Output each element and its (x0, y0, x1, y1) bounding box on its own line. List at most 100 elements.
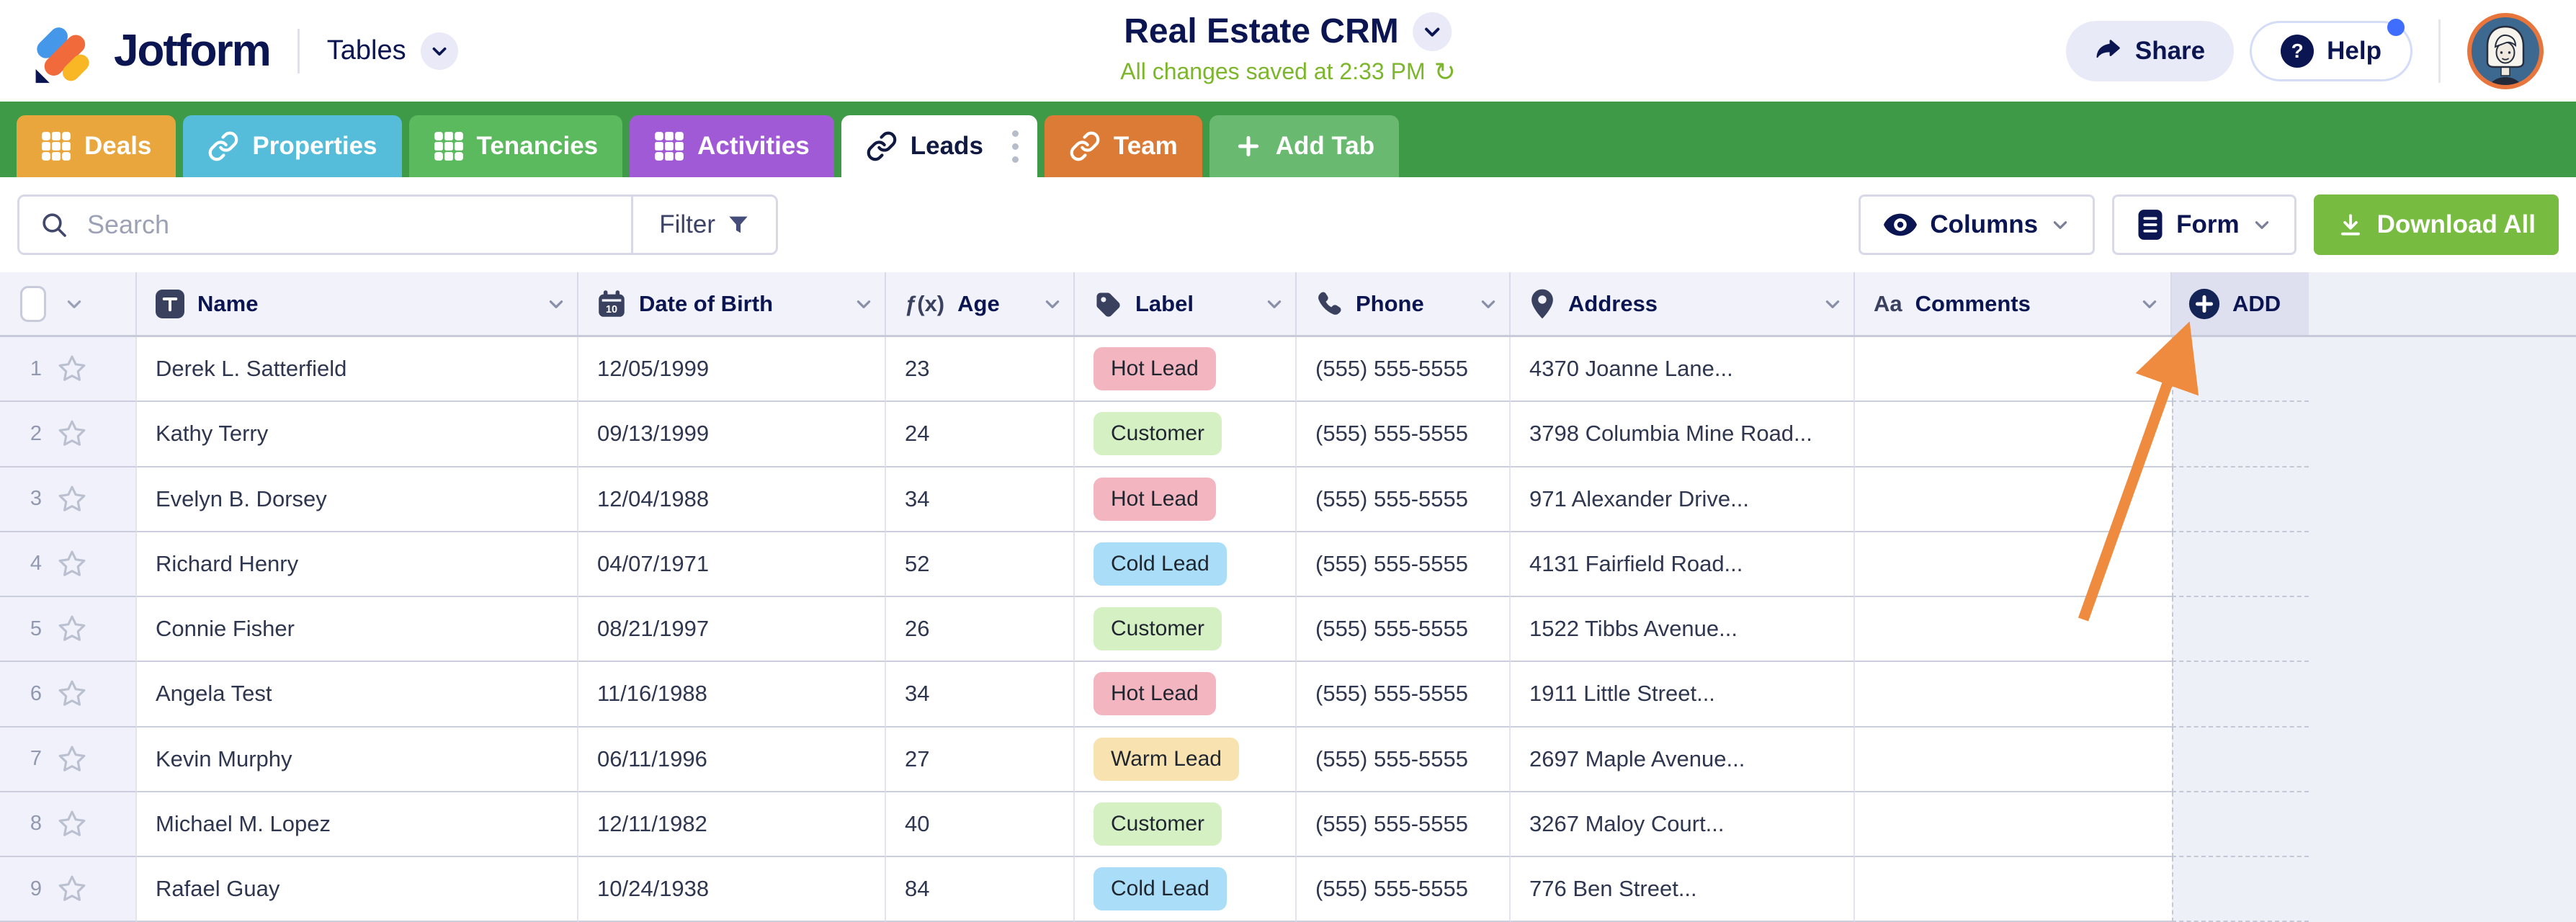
cell-phone[interactable]: (555) 555-5555 (1297, 402, 1511, 467)
cell-comments[interactable] (1855, 597, 2172, 663)
cell-phone[interactable]: (555) 555-5555 (1297, 597, 1511, 663)
chevron-down-icon[interactable] (65, 295, 84, 313)
cell-address[interactable]: 1911 Little Street... (1511, 662, 1855, 728)
cell-age[interactable]: 27 (886, 727, 1075, 792)
cell-add-column[interactable] (2172, 467, 2309, 532)
cell-dob[interactable]: 06/11/1996 (578, 727, 886, 792)
star-icon[interactable] (56, 678, 88, 710)
cell-comments[interactable] (1855, 337, 2172, 403)
cell-comments[interactable] (1855, 662, 2172, 728)
revision-history-icon[interactable]: ↻ (1434, 56, 1456, 86)
product-switcher[interactable]: Tables (327, 32, 458, 70)
tab-leads[interactable]: Leads (841, 115, 1037, 177)
cell-label[interactable]: Customer (1075, 792, 1297, 857)
star-icon[interactable] (56, 483, 88, 515)
cell-age[interactable]: 26 (886, 597, 1075, 663)
cell-address[interactable]: 2697 Maple Avenue... (1511, 727, 1855, 792)
title-chevron-down-icon[interactable] (1413, 12, 1452, 51)
cell-name[interactable]: Michael M. Lopez (137, 792, 578, 857)
cell-name[interactable]: Richard Henry (137, 532, 578, 597)
column-menu-chevron-icon[interactable] (2140, 295, 2159, 313)
cell-label[interactable]: Cold Lead (1075, 532, 1297, 597)
cell-dob[interactable]: 11/16/1988 (578, 662, 886, 728)
cell-dob[interactable]: 12/04/1988 (578, 467, 886, 532)
star-icon[interactable] (56, 613, 88, 645)
cell-add-column[interactable] (2172, 532, 2309, 597)
cell-name[interactable]: Derek L. Satterfield (137, 337, 578, 403)
star-icon[interactable] (56, 353, 88, 385)
cell-dob[interactable]: 09/13/1999 (578, 402, 886, 467)
cell-address[interactable]: 3798 Columbia Mine Road... (1511, 402, 1855, 467)
cell-age[interactable]: 23 (886, 337, 1075, 403)
cell-address[interactable]: 1522 Tibbs Avenue... (1511, 597, 1855, 663)
star-icon[interactable] (56, 548, 88, 580)
star-icon[interactable] (56, 418, 88, 449)
tab-add-tab[interactable]: Add Tab (1209, 115, 1400, 177)
cell-phone[interactable]: (555) 555-5555 (1297, 337, 1511, 403)
cell-add-column[interactable] (2172, 662, 2309, 728)
jotform-logo[interactable]: Jotform (29, 17, 272, 86)
cell-add-column[interactable] (2172, 727, 2309, 792)
cell-label[interactable]: Warm Lead (1075, 727, 1297, 792)
tab-deals[interactable]: Deals (17, 115, 176, 177)
share-button[interactable]: Share (2065, 20, 2235, 81)
cell-phone[interactable]: (555) 555-5555 (1297, 467, 1511, 532)
cell-add-column[interactable] (2172, 402, 2309, 467)
cell-dob[interactable]: 10/24/1938 (578, 857, 886, 922)
star-icon[interactable] (56, 743, 88, 775)
cell-label[interactable]: Hot Lead (1075, 467, 1297, 532)
cell-comments[interactable] (1855, 467, 2172, 532)
cell-age[interactable]: 40 (886, 792, 1075, 857)
cell-address[interactable]: 971 Alexander Drive... (1511, 467, 1855, 532)
form-button[interactable]: Form (2112, 194, 2297, 255)
cell-name[interactable]: Angela Test (137, 662, 578, 728)
cell-phone[interactable]: (555) 555-5555 (1297, 662, 1511, 728)
cell-age[interactable]: 34 (886, 467, 1075, 532)
column-menu-chevron-icon[interactable] (1823, 295, 1842, 313)
tab-properties[interactable]: Properties (183, 115, 402, 177)
download-all-button[interactable]: Download All (2313, 194, 2559, 255)
cell-address[interactable]: 4131 Fairfield Road... (1511, 532, 1855, 597)
cell-add-column[interactable] (2172, 857, 2309, 922)
cell-phone[interactable]: (555) 555-5555 (1297, 857, 1511, 922)
cell-phone[interactable]: (555) 555-5555 (1297, 792, 1511, 857)
cell-dob[interactable]: 04/07/1971 (578, 532, 886, 597)
column-menu-chevron-icon[interactable] (1265, 295, 1284, 313)
cell-comments[interactable] (1855, 857, 2172, 922)
search-input[interactable] (86, 209, 612, 241)
cell-age[interactable]: 24 (886, 402, 1075, 467)
cell-add-column[interactable] (2172, 792, 2309, 857)
cell-add-column[interactable] (2172, 337, 2309, 403)
cell-phone[interactable]: (555) 555-5555 (1297, 532, 1511, 597)
cell-name[interactable]: Kathy Terry (137, 402, 578, 467)
cell-label[interactable]: Cold Lead (1075, 857, 1297, 922)
cell-comments[interactable] (1855, 532, 2172, 597)
add-column-button[interactable]: ADD (2172, 272, 2309, 335)
user-avatar[interactable] (2467, 12, 2544, 90)
cell-name[interactable]: Rafael Guay (137, 857, 578, 922)
cell-dob[interactable]: 08/21/1997 (578, 597, 886, 663)
cell-comments[interactable] (1855, 402, 2172, 467)
tab-team[interactable]: Team (1044, 115, 1202, 177)
column-menu-chevron-icon[interactable] (1479, 295, 1498, 313)
cell-name[interactable]: Connie Fisher (137, 597, 578, 663)
star-icon[interactable] (56, 873, 88, 905)
star-icon[interactable] (56, 808, 88, 840)
cell-dob[interactable]: 12/11/1982 (578, 792, 886, 857)
select-all-checkbox[interactable] (20, 285, 46, 322)
help-button[interactable]: ? Help (2250, 18, 2412, 81)
cell-comments[interactable] (1855, 727, 2172, 792)
columns-button[interactable]: Columns (1859, 194, 2096, 255)
cell-age[interactable]: 52 (886, 532, 1075, 597)
tab-menu-dots-icon[interactable] (1008, 127, 1023, 166)
cell-label[interactable]: Hot Lead (1075, 662, 1297, 728)
cell-label[interactable]: Hot Lead (1075, 337, 1297, 403)
tab-tenancies[interactable]: Tenancies (408, 115, 623, 177)
tab-activities[interactable]: Activities (630, 115, 834, 177)
cell-phone[interactable]: (555) 555-5555 (1297, 727, 1511, 792)
cell-dob[interactable]: 12/05/1999 (578, 337, 886, 403)
column-menu-chevron-icon[interactable] (547, 295, 565, 313)
cell-address[interactable]: 3267 Maloy Court... (1511, 792, 1855, 857)
cell-address[interactable]: 4370 Joanne Lane... (1511, 337, 1855, 403)
cell-address[interactable]: 776 Ben Street... (1511, 857, 1855, 922)
